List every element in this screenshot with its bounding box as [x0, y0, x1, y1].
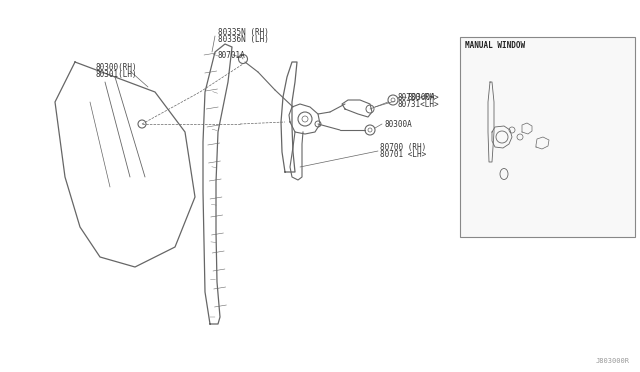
- Text: 80701(LH): 80701(LH): [542, 103, 580, 109]
- Text: 80336N (LH): 80336N (LH): [218, 35, 269, 44]
- Text: J803000R: J803000R: [596, 358, 630, 364]
- Text: 80701 <LH>: 80701 <LH>: [380, 150, 426, 158]
- Text: 80700 (RH): 80700 (RH): [380, 142, 426, 151]
- Text: 80760: 80760: [555, 146, 576, 152]
- Text: 80300A: 80300A: [385, 119, 413, 128]
- Text: MANUAL WINDOW: MANUAL WINDOW: [465, 41, 525, 49]
- Text: 80300A: 80300A: [408, 93, 436, 102]
- Text: 80700(RH): 80700(RH): [542, 96, 580, 102]
- Text: 80301(LH): 80301(LH): [95, 70, 136, 78]
- Text: 80760B: 80760B: [468, 172, 493, 178]
- Text: 80760C: 80760C: [550, 124, 575, 130]
- Text: 80730<RH>: 80730<RH>: [398, 93, 440, 102]
- Text: 80335N (RH): 80335N (RH): [218, 28, 269, 36]
- Text: 80701A: 80701A: [218, 51, 246, 60]
- Text: 80731<LH>: 80731<LH>: [398, 99, 440, 109]
- Bar: [460, 37, 635, 237]
- Text: 80300(RH): 80300(RH): [95, 62, 136, 71]
